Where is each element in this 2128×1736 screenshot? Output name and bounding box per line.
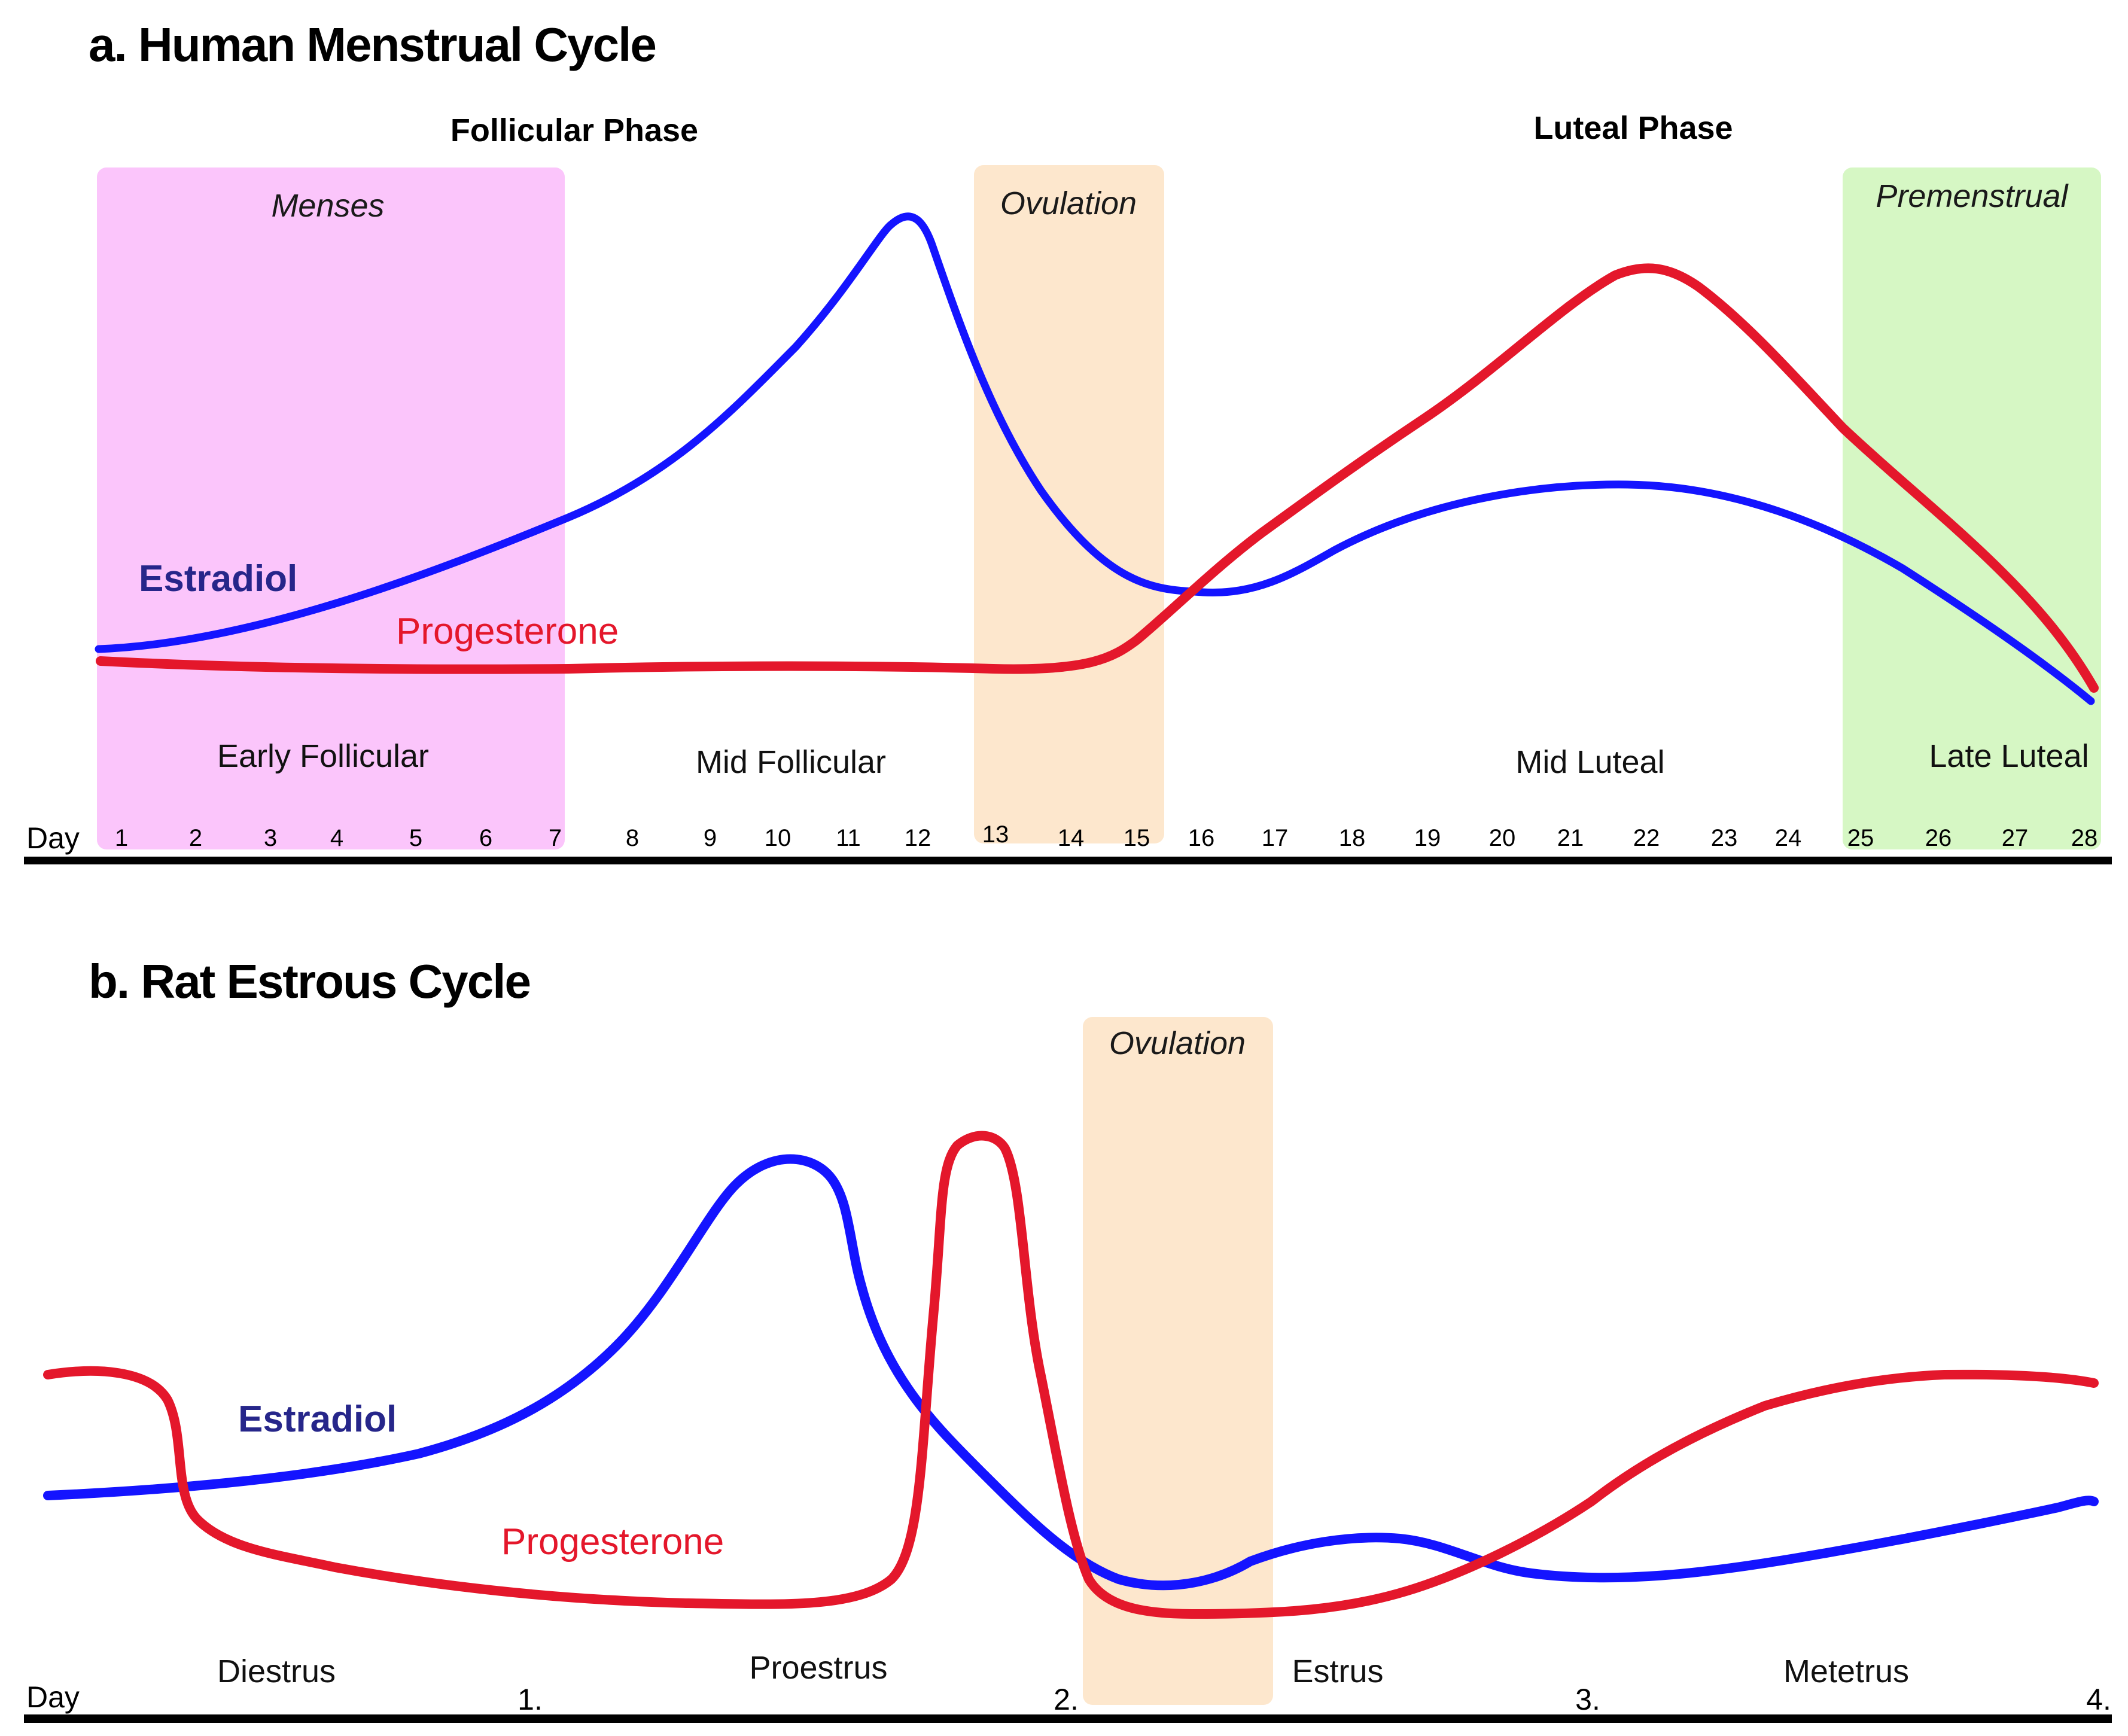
menses-band xyxy=(97,167,565,849)
day-tick-4-a: 4 xyxy=(330,825,343,851)
day-tick-13-a: 13 xyxy=(982,821,1009,848)
day-tick-2-a: 2 xyxy=(189,825,202,851)
late-luteal-label: Late Luteal xyxy=(1929,738,2089,774)
ovulation-label-a: Ovulation xyxy=(1000,185,1137,221)
panel-b-title: b. Rat Estrous Cycle xyxy=(89,955,530,1008)
day-tick-5-a: 5 xyxy=(409,825,422,851)
day-tick-16-a: 16 xyxy=(1188,825,1215,851)
estradiol-curve-b xyxy=(43,1154,2099,1591)
day-tick-1-a: 1 xyxy=(115,825,128,851)
proestrus-label: Proestrus xyxy=(749,1650,887,1686)
progesterone-label-b: Progesterone xyxy=(501,1521,724,1563)
day-tick-19-a: 19 xyxy=(1414,825,1441,851)
diestrus-label: Diestrus xyxy=(217,1653,336,1689)
panel-b-rat-estrous-cycle: b. Rat Estrous Cycle Ovulation Estradiol… xyxy=(24,955,2112,1723)
day-ticks-a: 1 2 3 4 5 6 7 8 9 10 11 12 13 14 15 16 17 18 19 20 21 22 23 24 2… xyxy=(115,821,2097,851)
day-tick-27-a: 27 xyxy=(2002,825,2029,851)
day-tick-22-a: 22 xyxy=(1633,825,1660,851)
progesterone-curve-a xyxy=(96,263,2099,693)
luteal-phase-label: Luteal Phase xyxy=(1533,110,1733,146)
axis-line-b xyxy=(24,1714,2112,1723)
day-tick-3-a: 3 xyxy=(264,825,277,851)
ovulation-band-b xyxy=(1083,1017,1273,1705)
day-label-b: Day xyxy=(26,1680,80,1714)
day-label-a: Day xyxy=(26,821,80,855)
panel-a-title: a. Human Menstrual Cycle xyxy=(89,18,656,71)
day-tick-12-a: 12 xyxy=(905,825,931,851)
premenstrual-label: Premenstrual xyxy=(1876,178,2069,214)
day-tick-28-a: 28 xyxy=(2071,825,2098,851)
progesterone-label-a: Progesterone xyxy=(396,611,619,652)
day-tick-24-a: 24 xyxy=(1775,825,1802,851)
premenstrual-band xyxy=(1843,167,2101,849)
day-tick-21-a: 21 xyxy=(1557,825,1584,851)
follicular-phase-label: Follicular Phase xyxy=(450,112,698,148)
day-tick-3-b: 3. xyxy=(1575,1683,1600,1716)
day-tick-18-a: 18 xyxy=(1339,825,1366,851)
day-tick-2-b: 2. xyxy=(1054,1683,1079,1716)
day-tick-1-b: 1. xyxy=(517,1683,543,1716)
mid-luteal-label: Mid Luteal xyxy=(1515,744,1664,780)
estrus-label: Estrus xyxy=(1292,1653,1383,1689)
day-tick-10-a: 10 xyxy=(765,825,791,851)
day-tick-14-a: 14 xyxy=(1058,825,1085,851)
day-tick-23-a: 23 xyxy=(1711,825,1738,851)
day-tick-25-a: 25 xyxy=(1847,825,1874,851)
day-tick-26-a: 26 xyxy=(1925,825,1952,851)
estradiol-curve-a xyxy=(95,212,2095,705)
early-follicular-label: Early Follicular xyxy=(217,738,429,774)
ovulation-label-b: Ovulation xyxy=(1109,1025,1246,1061)
day-tick-11-a: 11 xyxy=(836,825,861,851)
day-tick-17-a: 17 xyxy=(1262,825,1289,851)
day-tick-4-b: 4. xyxy=(2086,1683,2111,1716)
day-tick-20-a: 20 xyxy=(1489,825,1516,851)
panel-a-human-menstrual-cycle: a. Human Menstrual Cycle Follicular Phas… xyxy=(24,18,2112,864)
axis-line-a xyxy=(24,857,2112,864)
estradiol-label-b: Estradiol xyxy=(238,1399,397,1440)
metetrus-label: Metetrus xyxy=(1783,1653,1909,1689)
ovulation-band-a xyxy=(974,165,1164,843)
day-tick-9-a: 9 xyxy=(704,825,717,851)
mid-follicular-label: Mid Follicular xyxy=(696,744,886,780)
day-tick-6-a: 6 xyxy=(479,825,492,851)
day-tick-15-a: 15 xyxy=(1124,825,1150,851)
day-tick-7-a: 7 xyxy=(549,825,562,851)
menses-label: Menses xyxy=(271,188,384,224)
day-tick-8-a: 8 xyxy=(626,825,639,851)
progesterone-curve-b xyxy=(43,1131,2099,1619)
estradiol-label-a: Estradiol xyxy=(139,558,297,599)
